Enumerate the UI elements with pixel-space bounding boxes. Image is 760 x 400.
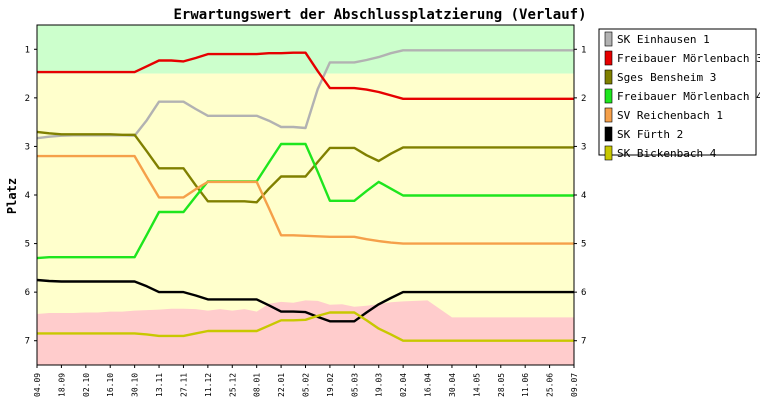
y-tick-label-right: 7 xyxy=(581,337,586,347)
x-tick-label: 14.05 xyxy=(472,373,481,397)
x-tick-label: 30.10 xyxy=(131,373,140,397)
legend-label: SV Reichenbach 1 xyxy=(617,109,723,122)
y-tick-label: 6 xyxy=(25,288,30,298)
series-line-6 xyxy=(36,278,574,323)
x-tick-label: 05.02 xyxy=(302,373,311,397)
x-tick-label: 02.10 xyxy=(82,373,91,397)
legend-label: SK Fürth 2 xyxy=(617,128,683,141)
y-tick-label-right: 4 xyxy=(581,191,586,201)
y-tick-label: 5 xyxy=(25,240,30,250)
series-line-7 xyxy=(37,311,574,342)
legend-label: SK Bickenbach 4 xyxy=(617,147,717,160)
x-tick-label: 25.12 xyxy=(228,373,237,397)
y-axis-label: Platz xyxy=(5,178,19,214)
y-tick-label: 1 xyxy=(25,45,30,55)
x-tick-label: 28.05 xyxy=(497,373,506,397)
legend-swatch xyxy=(604,50,613,66)
legend-swatch xyxy=(604,126,613,142)
x-tick-label: 22.01 xyxy=(277,373,286,397)
series-line-5 xyxy=(37,154,574,245)
chart-title: Erwartungswert der Abschlussplatzierung … xyxy=(173,7,586,23)
x-tick-label: 11.06 xyxy=(521,373,530,397)
x-tick-label: 05.03 xyxy=(350,373,359,397)
legend-swatch xyxy=(604,107,613,123)
x-tick-label: 13.11 xyxy=(155,373,164,397)
x-tick-label: 19.02 xyxy=(326,373,335,397)
y-tick-label-right: 5 xyxy=(581,240,586,250)
series-lines xyxy=(36,49,574,342)
series-line-2 xyxy=(37,51,574,101)
x-tick-label: 04.09 xyxy=(33,373,42,397)
x-tick-label: 19.03 xyxy=(375,373,384,397)
y-tick-label-right: 6 xyxy=(581,288,586,298)
relegation-area xyxy=(37,300,574,365)
legend-box xyxy=(598,28,757,156)
legend-label: Freibauer Mörlenbach 3 xyxy=(617,52,760,65)
legend: SK Einhausen 1 Freibauer Mörlenbach 3 Sges… xyxy=(598,28,760,161)
x-axis: 04.09 18.09 02.10 16.10 30.10 13.11 27.11 11.12… xyxy=(33,365,579,397)
y-tick-label-right: 2 xyxy=(581,94,586,104)
y-tick-label: 3 xyxy=(25,142,30,152)
x-tick-label: 02.04 xyxy=(399,373,408,397)
relegation-shape xyxy=(37,300,574,365)
y-tick-label: 2 xyxy=(25,94,30,104)
legend-swatch xyxy=(604,69,613,85)
x-tick-label: 08.01 xyxy=(253,373,262,397)
series-line-4 xyxy=(36,142,574,260)
legend-label: SK Einhausen 1 xyxy=(617,33,710,46)
legend-label: Freibauer Mörlenbach 4 xyxy=(617,90,760,103)
x-tick-label: 27.11 xyxy=(180,373,189,397)
legend-swatch xyxy=(604,145,613,161)
legend-swatch xyxy=(604,31,613,47)
legend-label: Sges Bensheim 3 xyxy=(617,71,716,84)
y-axis: 1 1 2 2 3 3 4 4 5 5 6 6 7 7 xyxy=(25,45,587,346)
x-tick-label: 11.12 xyxy=(204,373,213,397)
x-tick-label: 30.04 xyxy=(448,373,457,397)
y-tick-label-right: 1 xyxy=(581,45,586,55)
x-tick-label: 25.06 xyxy=(546,373,555,397)
x-tick-label: 16.10 xyxy=(106,373,115,397)
x-tick-label: 18.09 xyxy=(57,373,66,397)
y-tick-label: 4 xyxy=(25,191,30,201)
legend-swatch xyxy=(604,88,613,104)
x-tick-label: 16.04 xyxy=(424,373,433,397)
y-tick-label-right: 3 xyxy=(581,142,586,152)
x-tick-label: 09.07 xyxy=(570,373,579,397)
y-tick-label: 7 xyxy=(25,337,30,347)
